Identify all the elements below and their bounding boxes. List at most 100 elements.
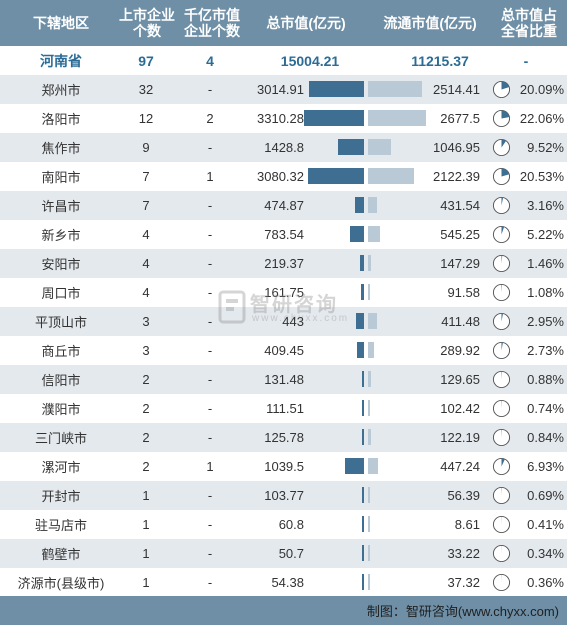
row-share: 20.09%	[519, 82, 564, 97]
market-value-bar	[361, 284, 364, 300]
market-value-bar	[304, 110, 364, 126]
row-share: 0.88%	[527, 372, 564, 387]
row-big: -	[207, 401, 213, 416]
share-pie-icon	[492, 573, 511, 592]
row-market-value: 111.51	[266, 401, 304, 416]
row-region: 商丘市	[41, 344, 81, 359]
row-big: -	[207, 546, 213, 561]
float-market-value-bar	[368, 284, 370, 300]
market-value-bar	[362, 516, 364, 532]
row-region: 信阳市	[41, 373, 81, 388]
market-value-bar	[356, 342, 364, 358]
float-market-value-bar	[368, 81, 423, 97]
row-region: 三门峡市	[34, 431, 87, 446]
row-listed: 32	[138, 82, 154, 97]
row-market-value: 3310.28	[257, 111, 304, 126]
table-row: 漯河市 2 1 1039.5 447.24 6.93%	[0, 452, 567, 481]
row-float-market-value: 289.92	[440, 343, 480, 358]
row-market-value: 1039.5	[264, 459, 304, 474]
float-market-value-bar	[368, 255, 372, 271]
row-listed: 2	[142, 430, 150, 445]
row-market-value: 409.45	[264, 343, 304, 358]
market-value-bar	[361, 429, 364, 445]
total-float-market-value: 11215.37	[411, 52, 469, 69]
table-row: 平顶山市 3 - 443 411.48 2.95%	[0, 307, 567, 336]
row-float-market-value: 2122.39	[433, 169, 480, 184]
row-listed: 4	[142, 285, 150, 300]
header-big-company-count: 千亿市值 企业个数	[184, 7, 240, 39]
row-region: 安阳市	[41, 257, 81, 272]
share-pie-icon	[492, 109, 511, 128]
row-listed: 9	[142, 140, 150, 155]
row-market-value: 219.37	[264, 256, 304, 271]
row-float-market-value: 129.65	[440, 372, 480, 387]
row-big: -	[207, 285, 213, 300]
row-big: -	[207, 430, 213, 445]
row-region: 开封市	[41, 489, 81, 504]
row-float-market-value: 91.58	[447, 285, 480, 300]
float-market-value-bar	[368, 371, 371, 387]
market-value-bar	[338, 139, 364, 155]
row-listed: 1	[142, 575, 150, 590]
row-share: 2.95%	[527, 314, 564, 329]
row-share: 1.08%	[527, 285, 564, 300]
float-market-value-bar	[368, 545, 370, 561]
row-listed: 7	[142, 198, 150, 213]
table-row: 开封市 1 - 103.77 56.39 0.69%	[0, 481, 567, 510]
row-big: -	[207, 314, 213, 329]
row-float-market-value: 56.39	[447, 488, 480, 503]
row-listed: 2	[142, 401, 150, 416]
header-listed-count: 上市企业 个数	[119, 7, 175, 39]
table-row: 郑州市 32 - 3014.91 2514.41 20.09%	[0, 75, 567, 104]
total-row: 河南省 97 4 15004.21 11215.37 -	[0, 46, 567, 75]
share-pie-icon	[492, 80, 511, 99]
row-big: -	[207, 517, 213, 532]
row-region: 济源市(县级市)	[17, 576, 105, 591]
row-region: 许昌市	[41, 199, 81, 214]
row-big: -	[207, 256, 213, 271]
row-share: 0.69%	[527, 488, 564, 503]
row-float-market-value: 33.22	[447, 546, 480, 561]
total-market-value: 15004.21	[280, 52, 340, 69]
total-listed: 97	[138, 52, 154, 69]
share-pie-icon	[492, 283, 511, 302]
market-value-bar	[362, 545, 364, 561]
market-value-bar	[309, 81, 364, 97]
row-share: 22.06%	[519, 111, 564, 126]
row-float-market-value: 1046.95	[433, 140, 480, 155]
row-listed: 2	[142, 372, 150, 387]
table-header: 下辖地区 上市企业 个数 千亿市值 企业个数 总市值(亿元) 流通市值(亿元) …	[0, 0, 567, 46]
float-market-value-bar	[368, 197, 378, 213]
share-pie-icon	[492, 370, 511, 389]
row-share: 6.93%	[527, 459, 564, 474]
row-market-value: 443	[282, 314, 304, 329]
row-share: 0.41%	[527, 517, 564, 532]
row-float-market-value: 2677.5	[440, 111, 480, 126]
share-pie-icon	[492, 196, 511, 215]
row-float-market-value: 545.25	[440, 227, 480, 242]
share-pie-icon	[492, 138, 511, 157]
market-value-bar	[361, 400, 364, 416]
float-market-value-bar	[368, 226, 380, 242]
row-market-value: 3014.91	[257, 82, 304, 97]
table-row: 安阳市 4 - 219.37 147.29 1.46%	[0, 249, 567, 278]
total-big: 4	[206, 52, 214, 69]
row-big: -	[207, 140, 213, 155]
header-float-market-value: 流通市值(亿元)	[383, 15, 477, 31]
row-big: -	[207, 227, 213, 242]
float-market-value-bar	[368, 168, 414, 184]
market-value-bar	[355, 313, 364, 329]
row-listed: 4	[142, 227, 150, 242]
row-share: 2.73%	[527, 343, 564, 358]
row-listed: 3	[142, 314, 150, 329]
row-float-market-value: 37.32	[447, 575, 480, 590]
row-share: 9.52%	[527, 140, 564, 155]
float-market-value-bar	[368, 516, 370, 532]
row-market-value: 60.8	[278, 517, 304, 532]
float-market-value-bar	[368, 110, 426, 126]
row-float-market-value: 8.61	[454, 517, 480, 532]
row-listed: 1	[142, 517, 150, 532]
row-region: 南阳市	[41, 170, 81, 185]
share-pie-icon	[492, 254, 511, 273]
float-market-value-bar	[368, 342, 375, 358]
